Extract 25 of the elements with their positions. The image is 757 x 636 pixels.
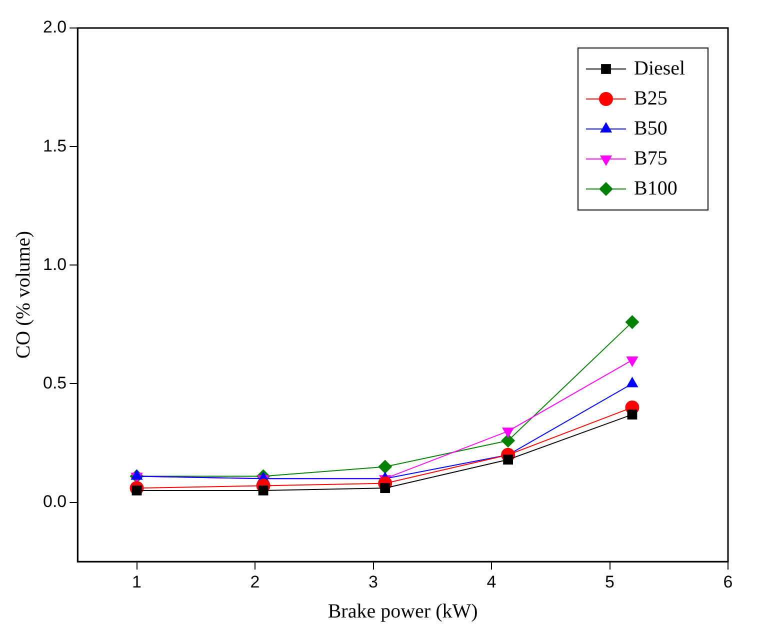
legend-label: B75 [634,147,668,170]
x-tick-label: 1 [132,572,142,592]
legend-label: B100 [634,177,678,200]
y-axis-title: CO (% volume) [12,230,34,359]
point [380,483,390,494]
legend-label: Diesel [634,57,686,80]
point [627,410,638,420]
point [503,454,514,465]
point [501,434,516,448]
y-tick-label: 2.0 [42,18,67,37]
y-tick-label: 0.5 [42,373,67,392]
x-tick-label: 2 [250,572,260,592]
x-axis-title: Brake power (kW) [328,600,478,622]
point [625,315,640,330]
x-tick-label: 3 [368,572,378,592]
y-tick-label: 0.0 [42,492,67,511]
x-tick-label: 4 [486,572,496,592]
point [258,486,268,496]
point [378,460,392,474]
y-tick-label: 1.5 [42,136,67,156]
legend-label: B50 [634,117,668,140]
legend-label: B25 [634,87,668,110]
x-tick-label: 5 [605,572,614,592]
x-tick-label: 6 [723,572,733,592]
y-tick-label: 1.0 [42,254,67,274]
